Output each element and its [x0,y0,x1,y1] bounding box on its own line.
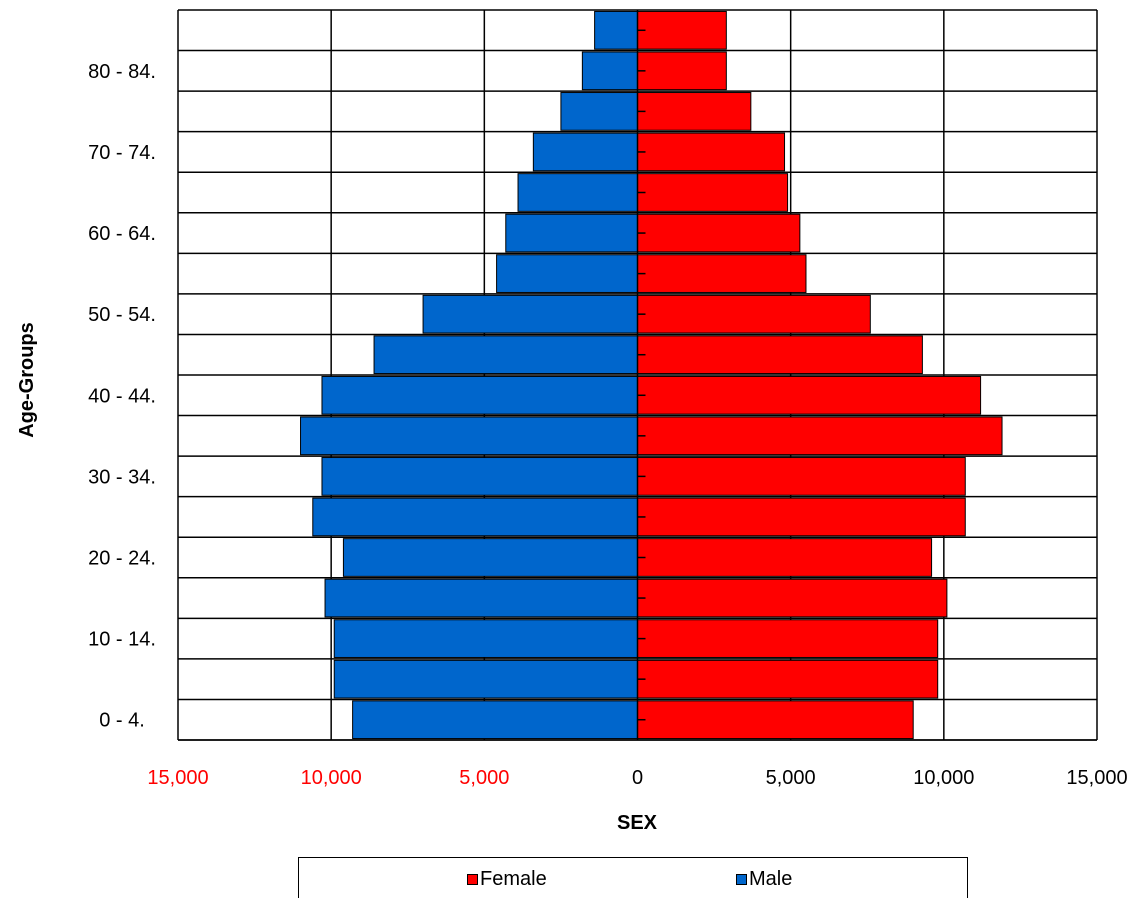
legend-item-female: Female [467,868,547,891]
bar-male [560,92,639,131]
bar-female [637,497,966,537]
bar-male [517,173,639,212]
legend-label-male: Male [749,868,793,890]
y-tick-label: 0 - 4. [99,710,145,732]
bars [300,10,1003,740]
bar-female [637,416,1003,456]
bar-female [637,173,789,212]
bar-male [496,254,638,293]
y-tick-label: 50 - 54. [88,304,156,326]
bar-female [637,457,966,496]
bar-male [422,294,639,334]
bar-female [637,578,948,618]
y-tick-label: 80 - 84. [88,61,156,83]
bar-female [637,619,939,658]
x-tick-label: 10,000 [913,767,974,789]
bar-female [637,700,914,740]
x-axis-title: SEX [617,812,658,834]
bar-male [373,335,638,375]
x-tick-label: 15,000 [147,767,208,789]
y-tick-label: 30 - 34. [88,466,156,488]
bar-male [532,132,639,172]
bar-female [637,659,939,699]
bar-female [637,538,933,577]
x-tick-label: 10,000 [301,767,362,789]
x-tick-label: 0 [632,767,643,789]
bar-male [505,213,638,253]
bar-female [637,132,786,172]
y-tick-label: 70 - 74. [88,142,156,164]
bar-male [300,416,638,456]
axes [178,10,1097,741]
bar-female [637,294,871,334]
x-tick-label: 5,000 [766,767,816,789]
y-tick-labels: 0 - 4. 10 - 14. 20 - 24. 30 - 34. 40 - 44. 50… [88,61,156,732]
legend: Female Male [298,857,968,898]
bar-male [342,538,638,577]
legend-swatch-male [736,874,747,885]
bar-male [321,375,638,415]
y-tick-label: 20 - 24. [88,548,156,570]
x-tick-labels: 15,000 10,000 5,000 0 5,000 10,000 15,000 [147,767,1127,789]
y-axis-title: Age-Groups [16,322,38,438]
legend-item-male: Male [736,868,792,891]
bar-female [637,10,727,50]
bar-male [352,700,638,740]
x-tick-label: 15,000 [1066,767,1127,789]
bar-male [581,51,638,91]
y-tick-label: 60 - 64. [88,223,156,245]
y-tick-label: 40 - 44. [88,385,156,407]
bar-female [637,92,752,131]
bar-female [637,51,727,91]
x-tick-label: 5,000 [459,767,509,789]
bar-male [324,578,638,618]
bar-male [333,659,638,699]
y-tick-label: 10 - 14. [88,629,156,651]
bar-male [321,457,638,496]
bar-female [637,375,982,415]
bar-male [312,497,638,537]
bar-female [637,335,923,375]
legend-swatch-female [467,874,478,885]
bar-male [333,619,638,658]
legend-label-female: Female [480,868,547,890]
bar-male [594,10,639,50]
bar-female [637,254,807,293]
bar-female [637,213,801,253]
